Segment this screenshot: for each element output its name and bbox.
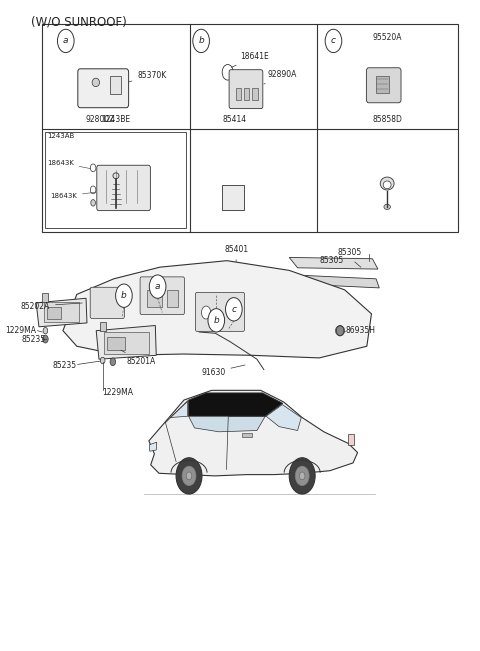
Text: 85235: 85235 [21,335,46,344]
Bar [42,24,458,232]
Circle shape [222,64,233,80]
Bar [236,88,241,100]
Text: c: c [331,36,336,46]
Ellipse shape [383,181,391,189]
Circle shape [336,326,344,336]
FancyBboxPatch shape [229,70,263,109]
FancyBboxPatch shape [366,68,401,103]
Text: 85235: 85235 [53,361,77,370]
Circle shape [325,29,342,53]
Text: 86935H: 86935H [346,326,375,335]
Text: 1229MA: 1229MA [103,389,133,397]
Circle shape [202,306,211,319]
FancyBboxPatch shape [140,277,184,314]
Polygon shape [149,391,358,476]
Text: 95520A: 95520A [372,33,402,42]
Text: 85305: 85305 [319,256,344,264]
Text: 91630: 91630 [201,365,245,377]
Text: (W/O SUNROOF): (W/O SUNROOF) [31,16,126,29]
FancyBboxPatch shape [97,165,150,211]
Text: 1243BE: 1243BE [101,115,131,124]
FancyBboxPatch shape [78,69,129,107]
Text: 92800Z: 92800Z [86,115,115,124]
Circle shape [100,357,105,364]
Circle shape [43,327,48,334]
Bar [222,186,244,210]
Bar [242,433,252,437]
Text: 85305: 85305 [337,249,361,257]
Text: 85201A: 85201A [121,350,156,366]
Polygon shape [189,416,265,432]
Polygon shape [170,402,188,417]
Bar [46,132,187,229]
Circle shape [90,164,96,172]
Polygon shape [189,393,283,416]
Bar [45,302,79,322]
Text: a: a [63,36,69,46]
Ellipse shape [113,173,119,178]
Text: 18643K: 18643K [50,192,96,199]
Text: 1229MA: 1229MA [5,326,36,335]
Bar [47,307,61,319]
Circle shape [182,466,196,486]
Ellipse shape [384,204,390,210]
Circle shape [90,186,96,194]
Circle shape [300,472,305,480]
Text: 85414: 85414 [222,115,246,124]
Circle shape [43,335,48,343]
FancyBboxPatch shape [195,292,244,331]
Text: 92890A: 92890A [264,70,297,84]
Circle shape [289,458,315,494]
Bar [348,434,354,445]
Polygon shape [96,326,156,359]
Polygon shape [149,442,156,451]
Circle shape [91,200,96,206]
Bar [252,88,258,100]
Text: b: b [121,291,127,300]
Bar [147,290,162,307]
Bar [107,337,125,350]
Text: b: b [198,36,204,46]
Text: 18643K: 18643K [47,159,90,169]
Circle shape [193,29,209,53]
Bar [100,322,106,331]
Text: 18641E: 18641E [232,52,269,67]
Circle shape [295,466,309,486]
Text: b: b [214,316,219,325]
Polygon shape [294,275,379,288]
Polygon shape [63,260,372,358]
Circle shape [226,298,242,321]
Circle shape [186,472,192,480]
Ellipse shape [92,78,99,87]
Circle shape [116,284,132,307]
Text: 85401: 85401 [224,245,248,262]
Text: a: a [155,282,160,291]
Circle shape [110,358,116,366]
Circle shape [58,29,74,53]
Polygon shape [266,404,301,430]
Text: 85202A: 85202A [21,301,83,311]
Bar [244,88,250,100]
Text: 85370K: 85370K [129,72,167,82]
Text: 1243AB: 1243AB [47,133,74,139]
Bar [167,290,179,307]
Bar [104,332,149,354]
Bar [110,76,121,94]
Text: 85858D: 85858D [372,115,402,124]
Circle shape [149,275,166,298]
Circle shape [176,458,202,494]
Polygon shape [289,257,378,269]
Bar [42,293,48,302]
Circle shape [227,306,236,319]
Text: c: c [231,305,236,314]
Bar [376,76,389,93]
Polygon shape [36,298,87,327]
Circle shape [208,309,225,332]
FancyBboxPatch shape [90,287,124,318]
Ellipse shape [380,177,394,190]
